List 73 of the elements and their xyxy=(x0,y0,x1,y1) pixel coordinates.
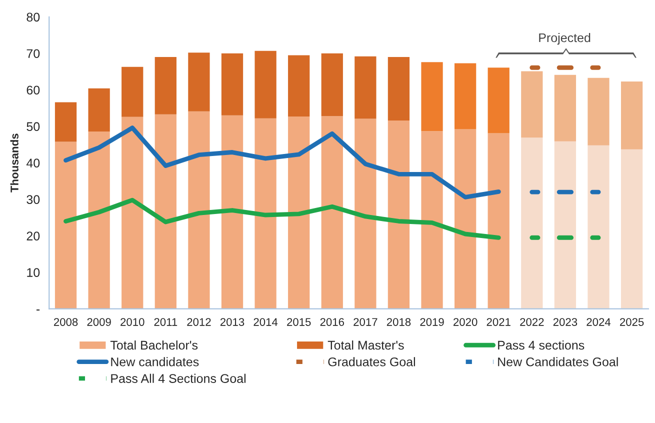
x-tick-label: 2013 xyxy=(220,318,244,326)
bar xyxy=(421,131,443,309)
legend-label: Total Bachelor's xyxy=(110,340,198,350)
bar xyxy=(521,138,543,309)
y-tick-label: 20 xyxy=(26,232,40,240)
y-tick-label: 60 xyxy=(26,86,40,95)
bar xyxy=(488,133,510,309)
bar xyxy=(454,129,476,309)
bar xyxy=(254,50,276,118)
bar xyxy=(588,145,610,309)
y-tick-label: 70 xyxy=(26,49,40,58)
bar xyxy=(154,57,176,114)
bar xyxy=(254,118,276,309)
x-tick-label: 2023 xyxy=(553,318,578,326)
x-tick-label: 2010 xyxy=(120,318,144,326)
legend-label: New candidates xyxy=(111,357,199,366)
x-tick-label: 2015 xyxy=(287,318,311,326)
x-tick-label: 2017 xyxy=(354,318,378,326)
x-tick-label: 2021 xyxy=(486,318,510,326)
bar xyxy=(388,57,410,121)
x-tick-label: 2009 xyxy=(87,318,111,326)
x-tick-label: 2024 xyxy=(586,318,611,326)
bar xyxy=(620,81,643,150)
annotation: Projected xyxy=(539,32,590,45)
bar xyxy=(122,66,144,117)
bar xyxy=(421,62,443,132)
bar xyxy=(388,120,410,309)
bar xyxy=(321,116,343,309)
bar xyxy=(188,52,210,112)
x-tick-label: 2011 xyxy=(154,318,178,326)
x-tick-label: 2019 xyxy=(420,318,444,326)
x-tick-label: 2022 xyxy=(520,318,544,326)
y-tick-label: 80 xyxy=(26,12,40,22)
bar xyxy=(288,116,310,309)
y-axis-title: Thousands xyxy=(10,134,18,192)
bar xyxy=(588,78,610,146)
bar xyxy=(54,142,77,309)
bar xyxy=(454,63,476,130)
line-series xyxy=(64,198,501,240)
x-tick-label: 2016 xyxy=(320,318,344,326)
bar xyxy=(88,88,110,132)
bar xyxy=(221,53,244,116)
bar xyxy=(321,53,343,116)
legend-label: Pass All 4 Sections Goal xyxy=(111,374,246,383)
bar xyxy=(554,141,576,309)
bar xyxy=(154,114,176,309)
y-tick-label: 10 xyxy=(27,268,40,277)
bar xyxy=(554,74,576,142)
legend-label: Graduates Goal xyxy=(328,357,415,366)
bar xyxy=(521,71,543,138)
bar xyxy=(88,131,110,309)
x-tick-label: 2014 xyxy=(254,318,278,326)
bar xyxy=(54,102,77,142)
legend-label: Pass 4 sections xyxy=(498,340,584,350)
bar xyxy=(221,115,244,309)
bar xyxy=(288,55,310,117)
legend-label: New Candidates Goal xyxy=(498,357,618,366)
bar xyxy=(354,56,376,119)
y-tick-label: 50 xyxy=(26,122,40,132)
x-tick-label: 2008 xyxy=(54,318,78,326)
bar xyxy=(488,68,510,134)
x-tick-label: 2018 xyxy=(386,318,411,326)
x-tick-label: 2025 xyxy=(620,318,644,326)
bar xyxy=(620,149,643,309)
x-tick-label: 2020 xyxy=(454,318,478,326)
bar xyxy=(188,111,210,309)
line-series xyxy=(64,126,501,200)
y-tick-label: 30 xyxy=(26,195,40,204)
y-tick-label: 40 xyxy=(26,158,40,168)
bar xyxy=(122,116,144,309)
bar xyxy=(354,118,376,309)
legend-label: Total Master's xyxy=(328,340,404,350)
x-tick-label: 2012 xyxy=(187,318,211,326)
